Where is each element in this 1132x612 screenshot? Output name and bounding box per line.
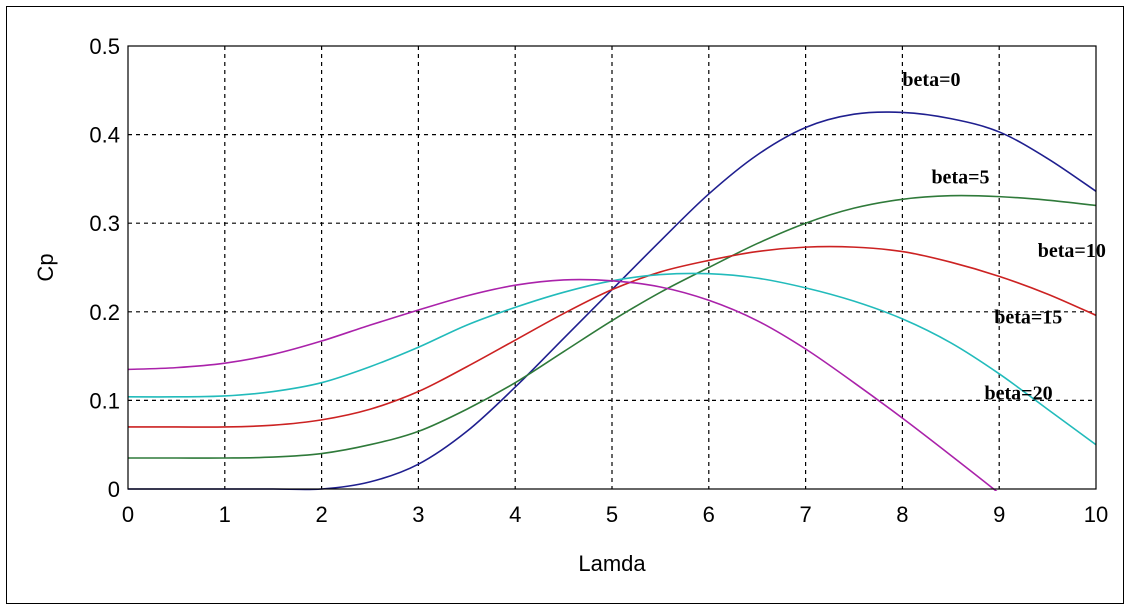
y-tick-label: 0.3 xyxy=(89,211,120,236)
x-tick-label: 0 xyxy=(122,502,134,527)
x-tick-label: 10 xyxy=(1084,502,1108,527)
series-label: beta=20 xyxy=(985,383,1053,405)
series-label: beta=5 xyxy=(931,166,989,188)
x-tick-label: 3 xyxy=(412,502,424,527)
x-tick-label: 6 xyxy=(703,502,715,527)
cp-lambda-chart: 0 1 2 3 4 5 6 7 8 9 10 00.10.20.30.40.5 beta=0beta… xyxy=(33,34,1108,576)
y-axis-title: Cp xyxy=(33,253,58,281)
series-line xyxy=(128,194,1096,459)
series-label: beta=15 xyxy=(994,306,1062,328)
x-tick-label: 7 xyxy=(799,502,811,527)
plot-border xyxy=(127,45,1097,490)
x-tick-label: 9 xyxy=(993,502,1005,527)
series-labels: beta=0 beta=5 beta=10 beta=15 beta=20 xyxy=(902,69,1105,405)
y-ticks: 0 0.1 0.2 0.3 0.4 0.5 xyxy=(89,34,120,502)
y-tick-label: 0.4 xyxy=(89,123,120,148)
figure-frame: 0 1 2 3 4 5 6 7 8 9 10 0 0.1 0.2 0.3 0.4 0.5 beta=0 beta… xyxy=(6,6,1124,604)
x-tick-label: 1 xyxy=(219,502,231,527)
y-tick-label: 0.5 xyxy=(89,34,120,59)
x-tick-label: 5 xyxy=(606,502,618,527)
series-label: beta=0 xyxy=(902,69,960,91)
x-axis-title: Lamda xyxy=(578,551,646,576)
x-ticks: 0 1 2 3 4 5 6 7 8 9 10 xyxy=(122,502,1108,527)
series-line xyxy=(128,278,998,491)
y-tick-label: 0.1 xyxy=(89,388,120,413)
series-line xyxy=(128,245,1096,428)
x-tick-label: 8 xyxy=(896,502,908,527)
y-tick-label: 0 xyxy=(108,477,120,502)
y-tick-label: 0.2 xyxy=(89,300,120,325)
x-tick-label: 2 xyxy=(315,502,327,527)
x-tick-label: 4 xyxy=(509,502,521,527)
grid xyxy=(128,46,1096,489)
series-label: beta=10 xyxy=(1038,240,1106,262)
